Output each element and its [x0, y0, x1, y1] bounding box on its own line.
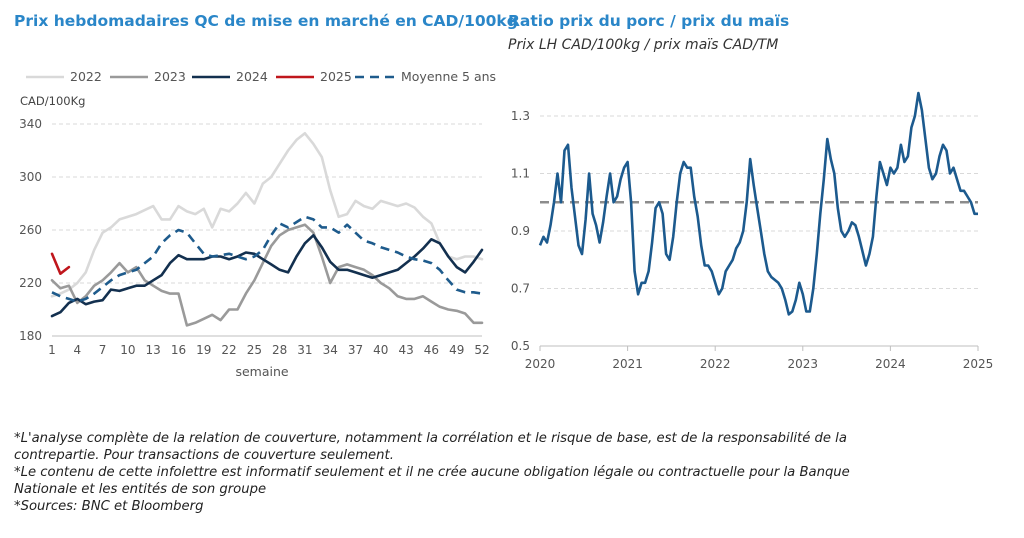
right-chart-title: Ratio prix du porc / prix du maïs — [508, 12, 790, 30]
legend-label: 2025 — [320, 69, 352, 84]
x-tick-label: 34 — [323, 343, 338, 357]
weekly-price-chart: 180 220 260 300 340 1 4 7 10 13 16 19 22 25 28 31 34 37 40… — [19, 69, 496, 379]
series-line-2023 — [50, 223, 484, 327]
x-tick-label: 43 — [398, 343, 413, 357]
y-tick-label: 260 — [19, 223, 42, 237]
y-axis-label: CAD/100Kg — [20, 94, 85, 108]
x-tick-label: 46 — [424, 343, 439, 357]
y-tick-label: 220 — [19, 276, 42, 290]
y-tick-label: 1.3 — [511, 109, 530, 123]
x-tick-label: 31 — [297, 343, 312, 357]
x-tick-label: 7 — [99, 343, 107, 357]
ratio-series-line — [538, 91, 978, 316]
x-tick-label: 10 — [120, 343, 135, 357]
x-tick-label: 2023 — [788, 357, 819, 371]
left-chart-title: Prix hebdomadaires QC de mise en marché … — [14, 12, 518, 30]
legend-label: Moyenne 5 ans — [401, 69, 496, 84]
y-tick-label: 1.1 — [511, 167, 530, 181]
x-tick-label: 4 — [73, 343, 81, 357]
y-tick-label: 0.7 — [511, 282, 530, 296]
series-line-2025 — [50, 252, 71, 275]
y-tick-label: 0.5 — [511, 339, 530, 353]
x-tick-label: 2022 — [700, 357, 731, 371]
x-tick-label: 19 — [196, 343, 211, 357]
x-tick-label: 16 — [171, 343, 186, 357]
note-sources: *Sources: BNC et Bloomberg — [14, 499, 204, 514]
x-tick-label: 2021 — [612, 357, 643, 371]
note-hedging: *L'analyse complète de la relation de co… — [14, 431, 847, 463]
x-tick-label: 52 — [474, 343, 489, 357]
y-tick-label: 300 — [19, 170, 42, 184]
x-tick-label: 2025 — [963, 357, 994, 371]
x-axis-label: semaine — [235, 364, 288, 379]
legend-label: 2023 — [154, 69, 186, 84]
series-line-2024 — [50, 234, 484, 318]
x-tick-label: 2020 — [525, 357, 556, 371]
x-tick-label: 2024 — [875, 357, 906, 371]
x-tick-label: 40 — [373, 343, 388, 357]
y-tick-label: 180 — [19, 329, 42, 343]
legend-label: 2022 — [70, 69, 102, 84]
right-chart-subtitle: Prix LH CAD/100kg / prix maïs CAD/TM — [508, 37, 779, 53]
y-tick-label: 340 — [19, 117, 42, 131]
x-tick-label: 1 — [48, 343, 56, 357]
x-tick-label: 13 — [146, 343, 161, 357]
x-tick-label: 37 — [348, 343, 363, 357]
y-tick-label: 0.9 — [511, 224, 530, 238]
hog-corn-ratio-chart: 0.5 0.7 0.9 1.1 1.3 2020 2021 2022 2023 2024 2025 — [511, 91, 994, 371]
x-tick-label: 22 — [221, 343, 236, 357]
x-tick-label: 25 — [247, 343, 262, 357]
series-line-moyenne-5-ans — [51, 215, 483, 303]
x-tick-label: 49 — [449, 343, 464, 357]
disclaimer-notes: *L'analyse complète de la relation de co… — [14, 430, 874, 515]
legend-label: 2024 — [236, 69, 268, 84]
x-tick-label: 28 — [272, 343, 287, 357]
note-informative: *Le contenu de cette infolettre est info… — [14, 465, 850, 497]
series-line-2022 — [50, 132, 484, 298]
